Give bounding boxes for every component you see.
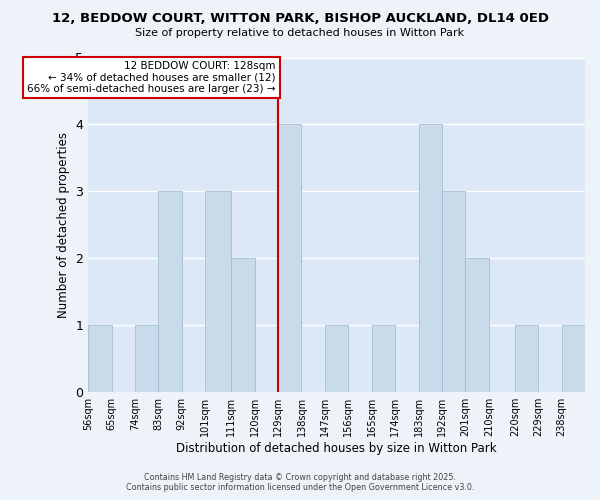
Text: Contains HM Land Registry data © Crown copyright and database right 2025.
Contai: Contains HM Land Registry data © Crown c…	[126, 473, 474, 492]
Bar	[466, 258, 489, 392]
Bar	[515, 326, 538, 392]
Bar	[88, 326, 112, 392]
Bar	[372, 326, 395, 392]
Text: Size of property relative to detached houses in Witton Park: Size of property relative to detached ho…	[136, 28, 464, 38]
Bar	[135, 326, 158, 392]
X-axis label: Distribution of detached houses by size in Witton Park: Distribution of detached houses by size …	[176, 442, 497, 455]
Text: 12 BEDDOW COURT: 128sqm
← 34% of detached houses are smaller (12)
66% of semi-de: 12 BEDDOW COURT: 128sqm ← 34% of detache…	[27, 61, 275, 94]
Bar	[442, 192, 466, 392]
Bar	[158, 192, 182, 392]
Y-axis label: Number of detached properties: Number of detached properties	[57, 132, 70, 318]
Bar	[205, 192, 231, 392]
Bar	[562, 326, 585, 392]
Bar	[419, 124, 442, 392]
Bar	[231, 258, 254, 392]
Text: 12, BEDDOW COURT, WITTON PARK, BISHOP AUCKLAND, DL14 0ED: 12, BEDDOW COURT, WITTON PARK, BISHOP AU…	[52, 12, 548, 26]
Bar	[325, 326, 349, 392]
Bar	[278, 124, 301, 392]
